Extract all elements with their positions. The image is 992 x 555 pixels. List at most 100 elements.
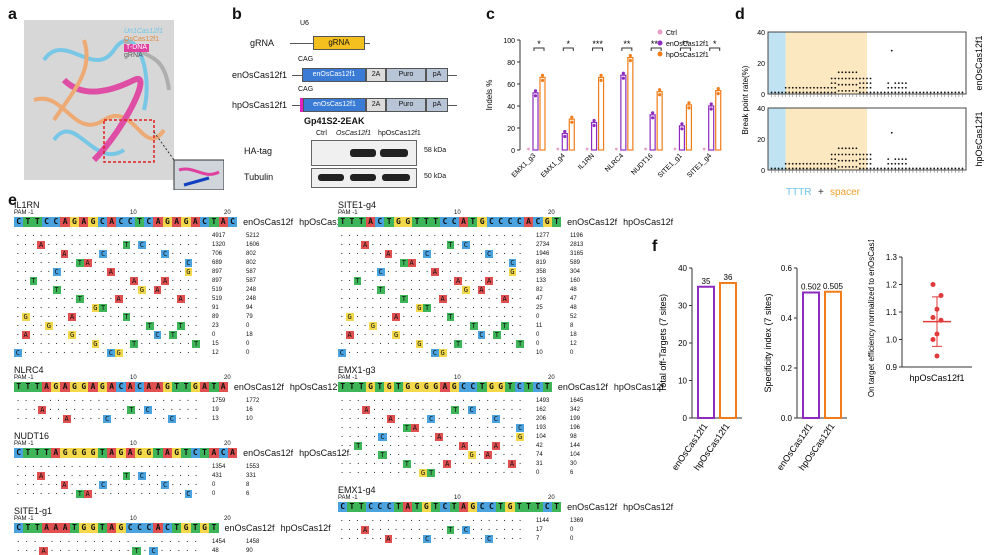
read-base: ·	[54, 231, 59, 240]
read-base: ·	[404, 405, 409, 414]
read-base: ·	[347, 516, 352, 525]
read-base: ·	[31, 303, 36, 312]
read-base: ·	[425, 516, 430, 525]
d-point	[802, 91, 805, 94]
d-point	[784, 167, 787, 170]
nucleotide: T	[338, 217, 348, 227]
d-point	[802, 167, 805, 170]
d-point	[851, 83, 854, 86]
nucleotide: G	[79, 448, 89, 458]
read-base: ·	[153, 405, 158, 414]
read-base: ·	[31, 462, 36, 471]
read-base: ·	[394, 240, 399, 249]
read-base: ·	[471, 525, 476, 534]
read-base: ·	[420, 405, 426, 414]
d-point	[897, 86, 900, 89]
read-base: ·	[456, 231, 461, 240]
d-point	[823, 91, 826, 94]
d-point	[848, 147, 851, 150]
read-base: ·	[432, 339, 437, 348]
d-point	[958, 91, 960, 94]
count-en: 31	[536, 460, 543, 467]
nucleotide: T	[32, 382, 42, 392]
count-en: 1454	[212, 538, 226, 545]
read-base: ·	[23, 489, 28, 498]
pos20-label: 20	[548, 375, 555, 381]
read-base: ·	[70, 303, 75, 312]
read-base: ·	[494, 312, 499, 321]
read-base: ·	[339, 312, 344, 321]
read-base: ·	[108, 294, 113, 303]
read-base: ·	[386, 339, 391, 348]
position-ruler: PAM -1 10 20	[14, 375, 334, 382]
d-point	[851, 77, 854, 80]
read-base: T	[122, 240, 131, 249]
read-base: ·	[101, 489, 106, 498]
nucleotide: C	[375, 217, 385, 227]
nucleotide: G	[496, 382, 506, 392]
read-base: ·	[448, 321, 453, 330]
c-xtick-label: SITE1_g1	[657, 152, 684, 179]
read-base: ·	[139, 312, 144, 321]
read-base: ·	[432, 258, 437, 267]
read-base: G	[415, 303, 424, 312]
read-base: ·	[116, 249, 121, 258]
read-base: ·	[54, 294, 59, 303]
read-base: C	[423, 249, 431, 258]
read-base: C	[462, 525, 470, 534]
read-base: ·	[23, 231, 28, 240]
read-base: A	[130, 276, 138, 285]
read-base: ·	[401, 330, 406, 339]
count-en: 0	[536, 313, 540, 320]
read-base: ·	[339, 450, 345, 459]
d-point	[816, 167, 819, 170]
read-base: ·	[132, 462, 137, 471]
read-base: ·	[85, 348, 90, 357]
read-base: T	[354, 441, 363, 450]
lane-ctrl: Ctrl	[316, 130, 327, 137]
read-base: ·	[355, 249, 360, 258]
read-base: ·	[485, 414, 490, 423]
count-en: 206	[536, 415, 547, 422]
read-base: ·	[370, 231, 375, 240]
read-base: ·	[147, 240, 152, 249]
count-hp: 248	[246, 295, 257, 302]
read-base: ·	[163, 231, 168, 240]
read-base: ·	[139, 348, 144, 357]
read-base: ·	[185, 537, 190, 546]
count-en: 82	[536, 286, 543, 293]
read-base: ·	[493, 459, 498, 468]
read-base: ·	[116, 480, 121, 489]
c-point-ctrl	[527, 147, 530, 151]
c-point	[651, 111, 655, 115]
count-en: 819	[536, 259, 547, 266]
d-point	[774, 91, 776, 94]
read-base: ·	[155, 339, 160, 348]
read-base: ·	[437, 468, 442, 477]
read-base: ·	[401, 321, 406, 330]
read-base: ·	[88, 414, 93, 423]
read-base: ·	[471, 249, 476, 258]
count-hp: 47	[570, 295, 577, 302]
read-base: ·	[31, 231, 36, 240]
read-base: ·	[339, 294, 344, 303]
count-hp: 1606	[246, 241, 260, 248]
read-row: · · · · · · A · · · · C · · · · · · · C · · · · 7 0	[338, 534, 658, 543]
read-base: ·	[386, 267, 391, 276]
read-base: ·	[108, 285, 113, 294]
count-hp: 0	[246, 340, 250, 347]
read-base: ·	[469, 423, 474, 432]
read-base: ·	[33, 546, 38, 555]
read-base: ·	[39, 294, 44, 303]
read-base: ·	[428, 450, 434, 459]
read-base: ·	[80, 405, 85, 414]
read-base: ·	[417, 312, 422, 321]
read-base: ·	[121, 405, 126, 414]
read-base: ·	[440, 285, 445, 294]
f1-ytick-label: 20	[678, 339, 687, 348]
read-base: ·	[380, 441, 385, 450]
read-base: ·	[23, 462, 28, 471]
read-base: T	[378, 450, 387, 459]
read-row: · · · · · · · · · · · · · · · · · · · · · · · · 1277 1196	[338, 231, 658, 240]
read-base: ·	[85, 321, 90, 330]
